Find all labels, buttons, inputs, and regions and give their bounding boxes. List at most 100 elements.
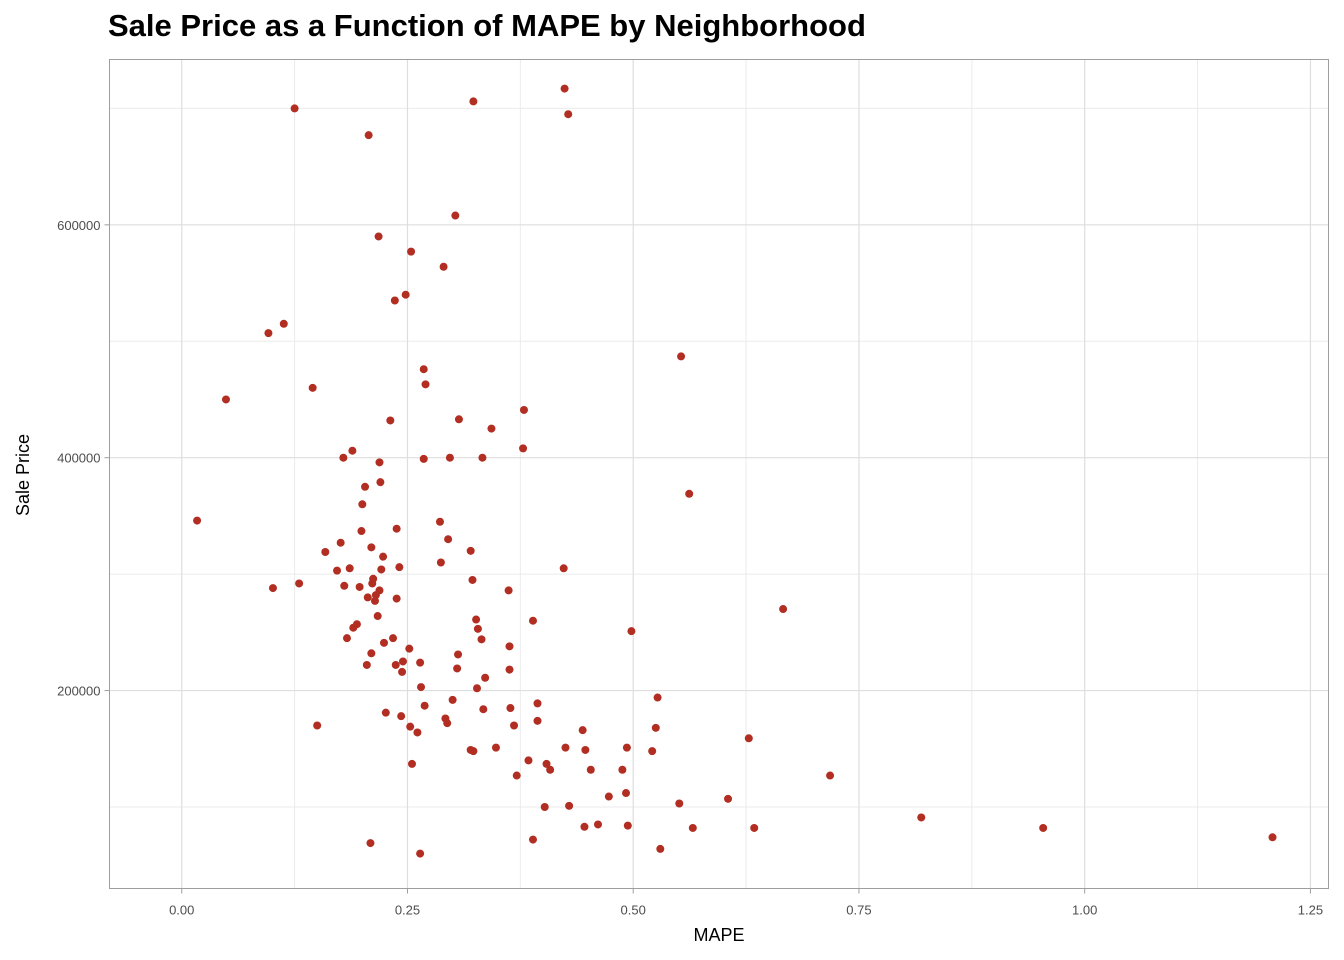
data-point xyxy=(454,415,463,424)
data-point xyxy=(487,424,496,433)
data-point xyxy=(744,734,753,743)
data-point xyxy=(339,453,348,462)
data-point xyxy=(421,380,430,389)
data-point xyxy=(481,673,490,682)
data-point xyxy=(366,839,375,848)
data-point xyxy=(367,543,376,552)
tick-labels: 0.00 0.25 0.50 0.75 1.00 1.25 200000 400000 6000… xyxy=(57,218,1323,918)
data-point xyxy=(364,131,373,140)
data-point xyxy=(472,615,481,624)
data-point xyxy=(444,535,453,544)
data-point xyxy=(469,97,478,106)
data-points xyxy=(193,84,1277,858)
data-point xyxy=(564,110,573,119)
data-point xyxy=(504,586,513,595)
data-point xyxy=(622,743,631,752)
y-axis-title: Sale Price xyxy=(13,434,33,516)
data-point xyxy=(439,262,448,271)
y-tick-label: 400000 xyxy=(57,451,100,466)
data-point xyxy=(380,638,389,647)
data-point xyxy=(443,719,452,728)
data-point xyxy=(473,684,482,693)
data-point xyxy=(352,620,361,629)
data-point xyxy=(621,789,630,798)
data-point xyxy=(826,771,835,780)
x-tick-label: 0.50 xyxy=(621,903,646,918)
data-point xyxy=(724,794,733,803)
data-point xyxy=(560,84,569,93)
data-point xyxy=(473,624,482,633)
data-point xyxy=(468,575,477,584)
data-point xyxy=(379,552,388,561)
data-point xyxy=(375,586,384,595)
data-point xyxy=(478,453,487,462)
data-point xyxy=(524,756,533,765)
data-point xyxy=(358,500,367,509)
x-tick-label: 0.25 xyxy=(395,903,420,918)
data-point xyxy=(750,823,759,832)
data-point xyxy=(417,683,426,692)
data-point xyxy=(510,721,519,730)
data-point xyxy=(392,524,401,533)
data-point xyxy=(685,489,694,498)
data-point xyxy=(389,634,398,643)
data-point xyxy=(279,319,288,328)
y-tick-label: 600000 xyxy=(57,218,100,233)
data-point xyxy=(333,566,342,575)
data-point xyxy=(407,759,416,768)
data-point xyxy=(580,822,589,831)
data-point xyxy=(469,747,478,756)
x-tick-label: 0.00 xyxy=(169,903,194,918)
data-point xyxy=(377,565,386,574)
data-point xyxy=(420,701,429,710)
data-point xyxy=(505,642,514,651)
data-point xyxy=(688,823,697,832)
data-point xyxy=(445,453,454,462)
data-point xyxy=(419,365,428,374)
data-point xyxy=(336,538,345,547)
panel-border xyxy=(109,59,1329,889)
data-point xyxy=(390,296,399,305)
data-point xyxy=(406,722,415,731)
data-point xyxy=(381,708,390,717)
data-point xyxy=(533,716,542,725)
data-point xyxy=(627,627,636,636)
data-point xyxy=(398,657,407,666)
data-point xyxy=(391,660,400,669)
data-point xyxy=(367,649,376,658)
data-point xyxy=(618,765,627,774)
data-point xyxy=(451,211,460,220)
data-point xyxy=(491,743,500,752)
data-point xyxy=(453,664,462,673)
data-point xyxy=(546,765,555,774)
data-point xyxy=(519,444,528,453)
data-point xyxy=(308,383,317,392)
data-point xyxy=(1268,833,1277,842)
data-point xyxy=(559,564,568,573)
data-point xyxy=(405,644,414,653)
data-point xyxy=(407,247,416,256)
axis-ticks xyxy=(104,224,1311,894)
y-tick-label: 200000 xyxy=(57,684,100,699)
data-point xyxy=(779,605,788,614)
data-point xyxy=(653,693,662,702)
data-point xyxy=(264,329,273,338)
grid-major xyxy=(109,59,1329,889)
data-point xyxy=(361,482,370,491)
data-point xyxy=(193,516,202,525)
data-point xyxy=(362,660,371,669)
data-point xyxy=(221,395,230,404)
data-point xyxy=(392,594,401,603)
data-point xyxy=(436,558,445,567)
data-point xyxy=(594,820,603,829)
x-tick-label: 1.25 xyxy=(1298,903,1323,918)
data-point xyxy=(268,584,277,593)
chart-title: Sale Price as a Function of MAPE by Neig… xyxy=(108,8,866,43)
data-point xyxy=(374,232,383,241)
data-point xyxy=(419,454,428,463)
data-point xyxy=(675,799,684,808)
data-point xyxy=(565,801,574,810)
data-point xyxy=(561,743,570,752)
data-point xyxy=(477,635,486,644)
